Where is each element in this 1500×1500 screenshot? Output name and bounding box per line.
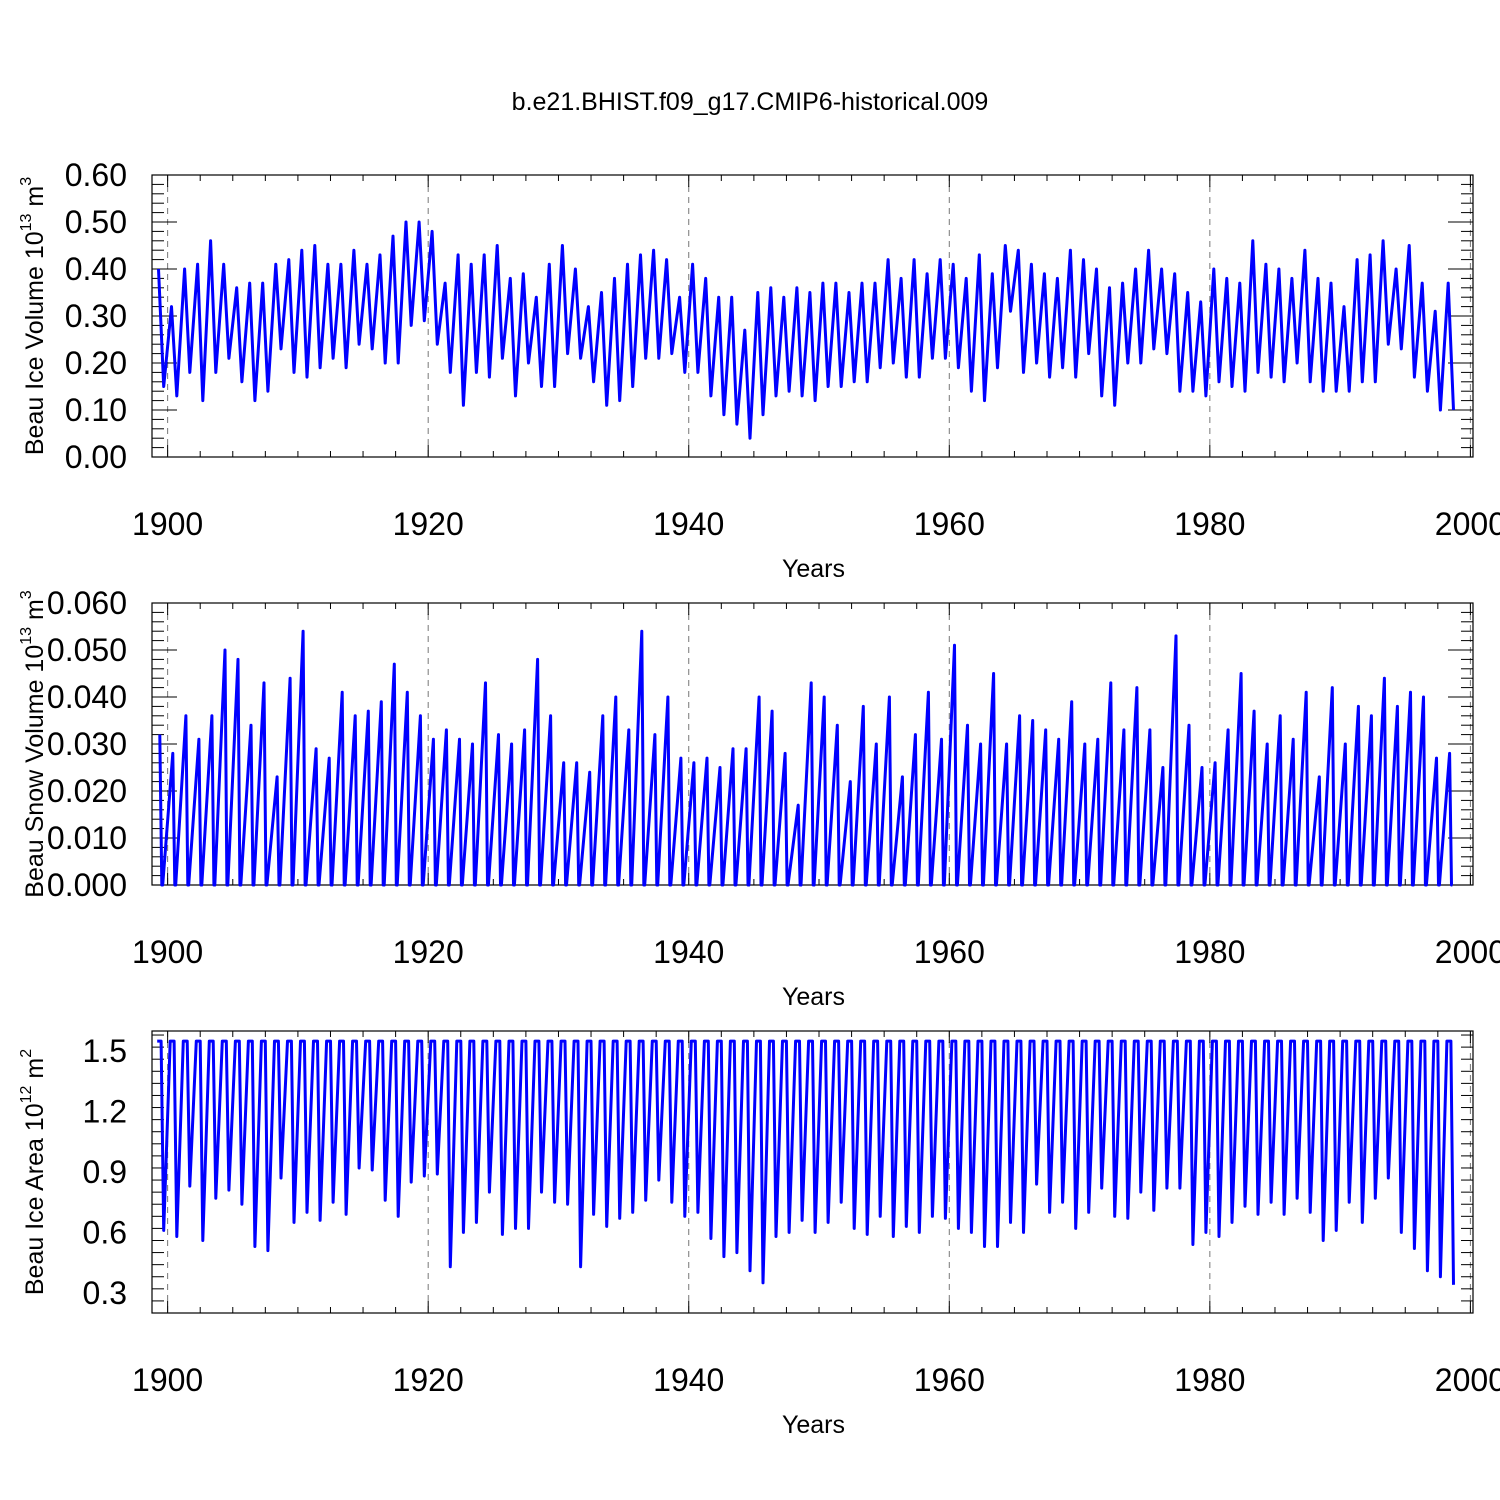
y-tick-label: 0.6 <box>83 1214 127 1250</box>
x-tick-label: 1960 <box>914 506 985 542</box>
y-tick-label: 0.30 <box>65 298 127 334</box>
y-axis-label: Beau Snow Volume 1013 m3 <box>18 590 49 898</box>
y-tick-label: 0.060 <box>47 585 127 621</box>
y-axis-label: Beau Ice Volume 1013 m3 <box>18 177 49 455</box>
y-tick-label: 0.50 <box>65 204 127 240</box>
x-tick-label: 1900 <box>132 934 203 970</box>
series-line-snow-volume <box>158 629 1453 887</box>
x-tick-label: 2000 <box>1435 934 1500 970</box>
chart-title: b.e21.BHIST.f09_g17.CMIP6-historical.009 <box>512 88 989 116</box>
x-tick-label: 1980 <box>1174 934 1245 970</box>
x-axis-label: Years <box>782 1411 845 1439</box>
y-tick-label: 0.00 <box>65 439 127 475</box>
y-tick-label: 0.60 <box>65 157 127 193</box>
y-tick-label: 0.020 <box>47 773 127 809</box>
y-tick-label: 0.3 <box>83 1275 127 1311</box>
x-tick-label: 1940 <box>653 1362 724 1398</box>
x-tick-label: 1900 <box>132 506 203 542</box>
x-tick-label: 1920 <box>393 1362 464 1398</box>
y-tick-label: 0.030 <box>47 726 127 762</box>
panel-ice-area: 0.3 0.6 0.9 1.2 1.5 1900 1920 1940 1960 1980 2000 Y… <box>18 1030 1500 1439</box>
x-tick-label: 1940 <box>653 506 724 542</box>
panel-ice-volume: 0.00 0.10 0.20 0.30 0.40 0.50 0.60 1900 1920 1940… <box>18 157 1500 583</box>
series-line-ice-volume <box>157 220 1455 440</box>
x-tick-label: 1980 <box>1174 506 1245 542</box>
x-axis-label: Years <box>782 983 845 1011</box>
y-tick-label: 0.10 <box>65 392 127 428</box>
plots: 0.00 0.10 0.20 0.30 0.40 0.50 0.60 1900 1920 1940… <box>18 157 1500 1439</box>
x-tick-label: 2000 <box>1435 506 1500 542</box>
x-tick-label: 1980 <box>1174 1362 1245 1398</box>
x-tick-label: 1960 <box>914 934 985 970</box>
x-tick-label: 1960 <box>914 1362 985 1398</box>
x-tick-label: 1940 <box>653 934 724 970</box>
y-tick-label: 0.20 <box>65 345 127 381</box>
x-tick-label: 1920 <box>393 506 464 542</box>
x-tick-label: 1900 <box>132 1362 203 1398</box>
y-tick-label: 0.040 <box>47 679 127 715</box>
y-axis-label: Beau Ice Area 1012 m2 <box>18 1049 49 1295</box>
y-tick-label: 1.2 <box>83 1094 127 1130</box>
y-tick-label: 0.40 <box>65 251 127 287</box>
y-tick-label: 1.5 <box>83 1033 127 1069</box>
x-axis-label: Years <box>782 555 845 583</box>
y-tick-label: 0.050 <box>47 632 127 668</box>
plot-frame <box>151 1030 1474 1314</box>
y-tick-label: 0.9 <box>83 1154 127 1190</box>
y-tick-label: 0.000 <box>47 867 127 903</box>
series-line-ice-area <box>157 1039 1455 1285</box>
y-tick-label: 0.010 <box>47 820 127 856</box>
panel-snow-volume: 0.000 0.010 0.020 0.030 0.040 0.050 0.060 1900 1… <box>18 585 1500 1011</box>
x-tick-label: 1920 <box>393 934 464 970</box>
x-tick-label: 2000 <box>1435 1362 1500 1398</box>
